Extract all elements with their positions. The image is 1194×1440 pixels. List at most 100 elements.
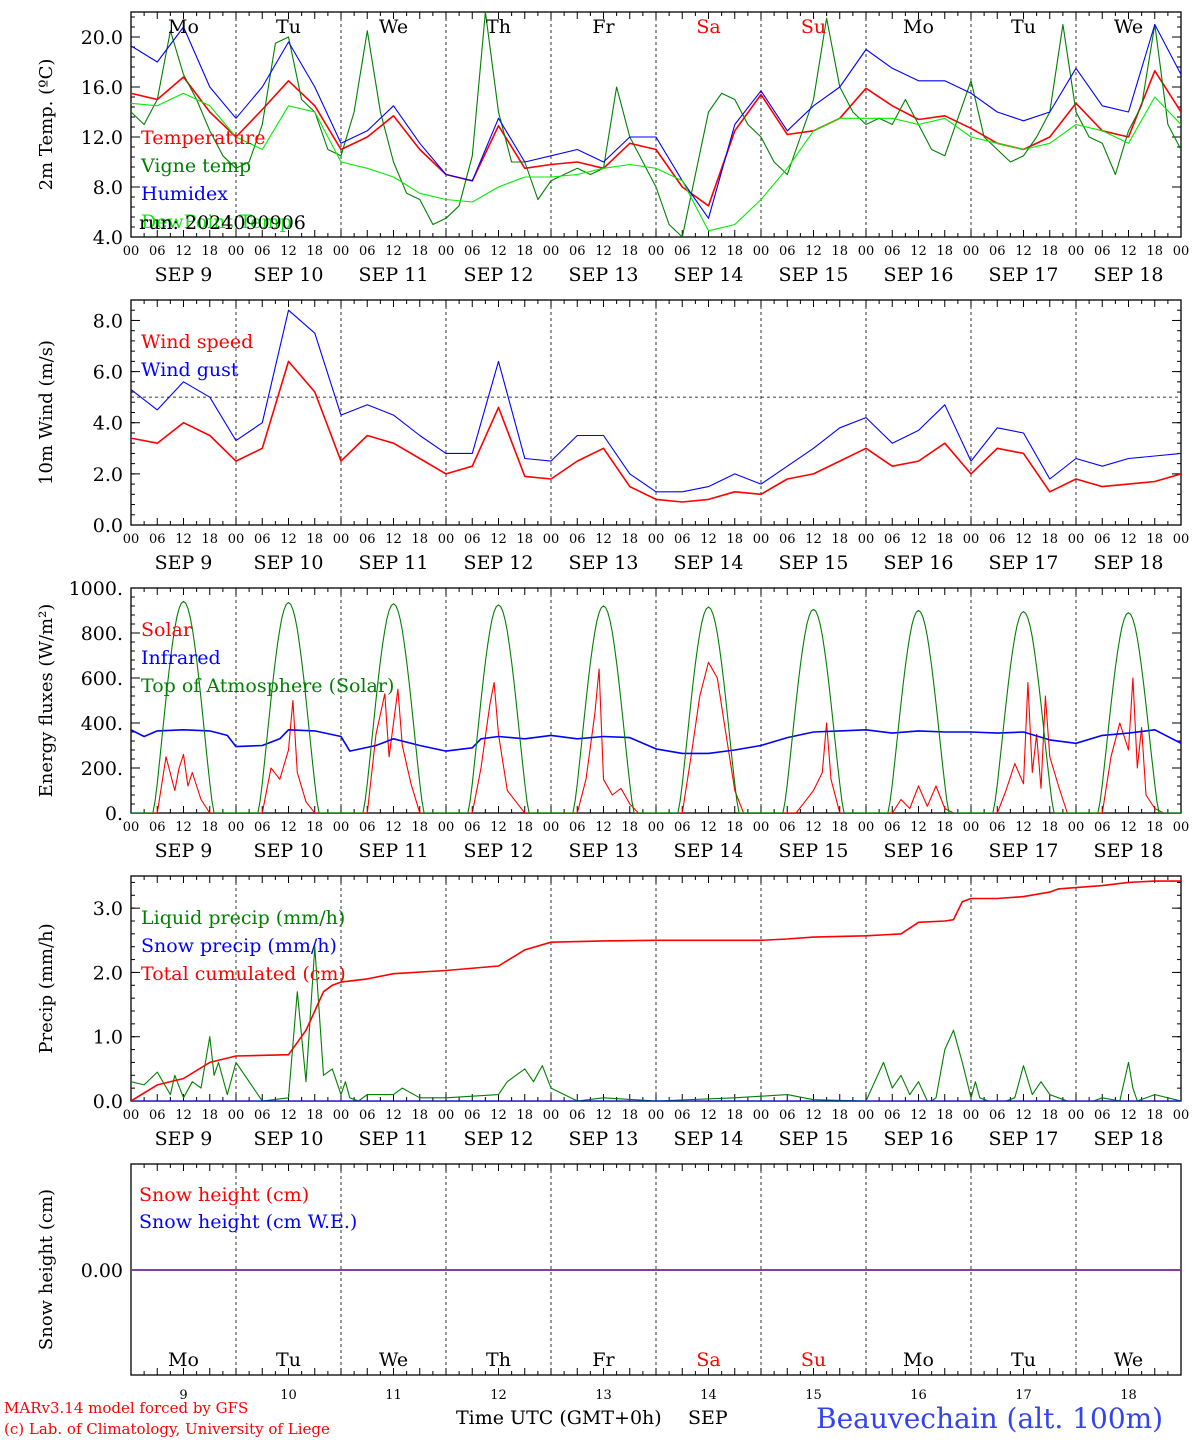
hour-tick-label: 12 <box>910 820 927 835</box>
date-label: SEP 14 <box>674 264 744 286</box>
hour-tick-label: 06 <box>149 820 166 835</box>
y-tick-label: 2.0 <box>93 962 123 984</box>
weekday-label: We <box>379 1349 408 1371</box>
hour-tick-label: 12 <box>385 1108 402 1123</box>
hour-tick-label: 18 <box>516 820 533 835</box>
date-label: SEP 9 <box>155 552 213 574</box>
hour-tick-label: 00 <box>1173 820 1190 835</box>
hour-tick-label: 12 <box>910 532 927 547</box>
hour-tick-label: 00 <box>543 1108 560 1123</box>
date-label: SEP 18 <box>1094 552 1164 574</box>
date-label: SEP 13 <box>569 552 639 574</box>
hour-tick-label: 12 <box>490 820 507 835</box>
y-tick-label: 1000. <box>69 578 123 600</box>
weekday-label: We <box>1114 1349 1143 1371</box>
date-label: SEP 9 <box>155 1128 213 1150</box>
hour-tick-label: 00 <box>1068 532 1085 547</box>
y-tick-label: 20.0 <box>81 27 123 49</box>
weekday-label: We <box>379 16 408 38</box>
hour-tick-label: 06 <box>884 1108 901 1123</box>
hour-tick-label: 18 <box>621 244 638 259</box>
date-label: SEP 10 <box>254 264 324 286</box>
hour-tick-label: 18 <box>1041 820 1058 835</box>
date-label: SEP 10 <box>254 840 324 862</box>
model-credit: MARv3.14 model forced by GFS <box>4 1399 248 1417</box>
hour-tick-label: 18 <box>1146 1108 1163 1123</box>
hour-tick-label: 18 <box>306 244 323 259</box>
hour-tick-label: 00 <box>858 820 875 835</box>
legend-entry: Snow precip (mm/h) <box>141 935 337 957</box>
hour-tick-label: 06 <box>884 532 901 547</box>
date-label: SEP 17 <box>989 840 1059 862</box>
hour-tick-label: 06 <box>989 244 1006 259</box>
hour-tick-label: 06 <box>989 532 1006 547</box>
hour-tick-label: 12 <box>1120 1108 1137 1123</box>
weekday-label: Sa <box>696 1349 720 1371</box>
hour-tick-label: 18 <box>726 1108 743 1123</box>
hour-tick-label: 06 <box>149 244 166 259</box>
date-label: SEP 13 <box>569 1128 639 1150</box>
date-label: SEP 16 <box>884 1128 954 1150</box>
hour-tick-label: 06 <box>1094 820 1111 835</box>
hour-tick-label: 18 <box>306 532 323 547</box>
date-label: SEP 10 <box>254 1128 324 1150</box>
x-axis-label: Time UTC (GMT+0h) <box>456 1407 662 1429</box>
hour-tick-label: 00 <box>753 244 770 259</box>
hour-tick-label: 12 <box>280 1108 297 1123</box>
series-liquid-precip-mm-h <box>131 946 1181 1101</box>
hour-tick-label: 18 <box>1146 532 1163 547</box>
legend-entry: Vigne temp <box>140 155 251 177</box>
hour-tick-label: 12 <box>805 532 822 547</box>
date-label: SEP 9 <box>155 840 213 862</box>
weekday-label: We <box>1114 16 1143 38</box>
date-label: SEP 14 <box>674 840 744 862</box>
hour-tick-label: 06 <box>569 820 586 835</box>
lab-credit: (c) Lab. of Climatology, University of L… <box>4 1420 330 1438</box>
day-number-label: 11 <box>385 1388 402 1403</box>
weekday-label: Fr <box>592 1349 615 1371</box>
hour-tick-label: 00 <box>333 532 350 547</box>
hour-tick-label: 12 <box>1120 244 1137 259</box>
hour-tick-label: 00 <box>963 820 980 835</box>
hour-tick-label: 00 <box>753 820 770 835</box>
wind-panel: 00 06 12 18 SEP 9 00 06 12 18 SEP 10 00 06 12 18 SEP 1… <box>36 299 1190 574</box>
hour-tick-label: 00 <box>333 820 350 835</box>
hour-tick-label: 18 <box>411 532 428 547</box>
hour-tick-label: 18 <box>936 244 953 259</box>
hour-tick-label: 00 <box>648 244 665 259</box>
hour-tick-label: 12 <box>280 820 297 835</box>
y-tick-label: 400. <box>81 713 123 735</box>
weekday-label: Mo <box>903 1349 934 1371</box>
hour-tick-label: 18 <box>726 532 743 547</box>
hour-tick-label: 18 <box>411 1108 428 1123</box>
hour-tick-label: 18 <box>516 532 533 547</box>
y-tick-label: 12.0 <box>81 127 123 149</box>
legend-entry: Liquid precip (mm/h) <box>141 907 345 929</box>
hour-tick-label: 00 <box>1173 244 1190 259</box>
hour-tick-label: 00 <box>438 820 455 835</box>
legend-entry: Snow height (cm) <box>139 1184 309 1206</box>
legend-entry: Wind gust <box>141 359 239 381</box>
hour-tick-label: 06 <box>569 244 586 259</box>
hour-tick-label: 00 <box>123 820 140 835</box>
y-tick-label: 0.0 <box>93 515 123 537</box>
hour-tick-label: 12 <box>1015 244 1032 259</box>
hour-tick-label: 06 <box>779 1108 796 1123</box>
station-title: Beauvechain (alt. 100m) <box>816 1402 1163 1435</box>
series-group <box>131 12 1181 237</box>
hour-tick-label: 18 <box>831 532 848 547</box>
hour-tick-label: 00 <box>1173 532 1190 547</box>
hour-tick-label: 06 <box>359 532 376 547</box>
hour-tick-label: 12 <box>700 532 717 547</box>
series-group <box>131 880 1181 1101</box>
hour-tick-label: 06 <box>359 244 376 259</box>
hour-tick-label: 06 <box>884 820 901 835</box>
hour-tick-label: 12 <box>1120 820 1137 835</box>
hour-tick-label: 06 <box>674 1108 691 1123</box>
hour-tick-label: 06 <box>779 820 796 835</box>
weekday-label: Sa <box>696 16 720 38</box>
weekday-label: Tu <box>276 16 301 38</box>
date-label: SEP 18 <box>1094 1128 1164 1150</box>
hour-tick-label: 00 <box>123 244 140 259</box>
